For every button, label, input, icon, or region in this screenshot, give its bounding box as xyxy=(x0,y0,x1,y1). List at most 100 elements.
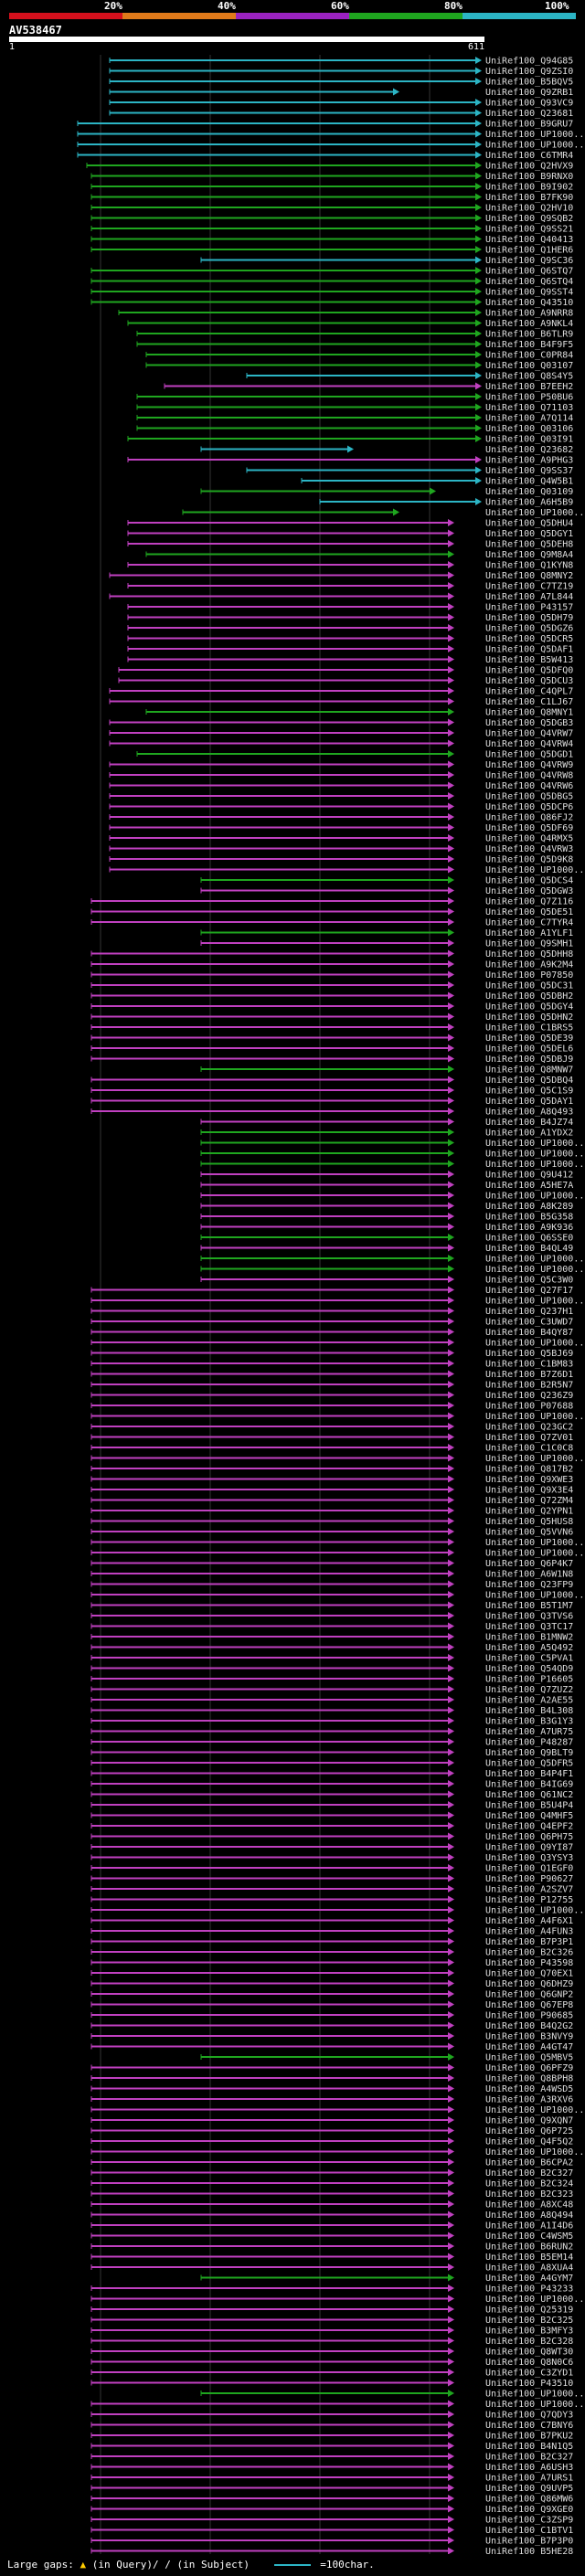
hit-accession-link[interactable]: UniRef100_Q9X3E4 xyxy=(485,1486,573,1496)
hit-accession-link[interactable]: UniRef100_Q9ZRB1 xyxy=(485,88,573,98)
hit-accession-link[interactable]: UniRef100_Q5DGY4 xyxy=(485,1002,573,1012)
hit-row[interactable]: UniRef100_Q9UVP5 xyxy=(90,2484,573,2494)
hit-row[interactable]: UniRef100_Q54QD9 xyxy=(90,1664,573,1674)
hit-accession-link[interactable]: UniRef100_Q5DFR5 xyxy=(485,1759,573,1769)
hit-accession-link[interactable]: UniRef100_A8XC48 xyxy=(485,2200,573,2210)
hit-accession-link[interactable]: UniRef100_Q4F5Q2 xyxy=(485,2137,573,2147)
hit-row[interactable]: UniRef100_Q6PFZ9 xyxy=(90,2063,573,2073)
hit-row[interactable]: UniRef100_B4QL49 xyxy=(200,1244,573,1254)
hit-row[interactable]: UniRef100_Q5DGY1 xyxy=(127,529,573,539)
hit-row[interactable]: UniRef100_Q5DE51 xyxy=(90,907,573,917)
hit-row[interactable]: UniRef100_Q94G85 xyxy=(109,57,573,67)
hit-accession-link[interactable]: UniRef100_Q6P4K7 xyxy=(485,1559,573,1569)
hit-row[interactable]: UniRef100_Q8N0C6 xyxy=(90,2358,573,2368)
hit-row[interactable]: UniRef100_C4WSM5 xyxy=(90,2231,573,2242)
hit-row[interactable]: UniRef100_A1YDX2 xyxy=(200,1129,573,1139)
hit-accession-link[interactable]: UniRef100_Q4VRW7 xyxy=(485,729,573,739)
hit-accession-link[interactable]: UniRef100_Q5DBQ4 xyxy=(485,1076,573,1086)
hit-accession-link[interactable]: UniRef100_B4QL49 xyxy=(485,1244,573,1254)
hit-row[interactable]: UniRef100_Q8MNY2 xyxy=(109,571,573,581)
hit-accession-link[interactable]: UniRef100_Q9SS37 xyxy=(485,466,573,476)
hit-row[interactable]: UniRef100_A9PHG3 xyxy=(127,456,573,466)
hit-accession-link[interactable]: UniRef100_Q4MHF5 xyxy=(485,1811,573,1821)
hit-row[interactable]: UniRef100_Q5DH79 xyxy=(127,613,573,623)
hit-row[interactable]: UniRef100_UP1000... xyxy=(90,2147,585,2157)
hit-accession-link[interactable]: UniRef100_UP1000... xyxy=(485,130,585,140)
hit-row[interactable]: UniRef100_Q40413 xyxy=(90,235,573,245)
hit-accession-link[interactable]: UniRef100_A2SZV7 xyxy=(485,1885,573,1895)
hit-accession-link[interactable]: UniRef100_B5T1M7 xyxy=(485,1601,573,1611)
hit-row[interactable]: UniRef100_UP1000... xyxy=(182,508,585,518)
hit-accession-link[interactable]: UniRef100_Q03107 xyxy=(485,361,573,371)
hit-row[interactable]: UniRef100_A7L844 xyxy=(109,592,573,602)
hit-accession-link[interactable]: UniRef100_Q1KYN8 xyxy=(485,561,573,571)
hit-accession-link[interactable]: UniRef100_Q93VC9 xyxy=(485,99,573,109)
hit-accession-link[interactable]: UniRef100_A9K936 xyxy=(485,1223,573,1233)
hit-row[interactable]: UniRef100_Q5DCU3 xyxy=(118,676,573,686)
hit-accession-link[interactable]: UniRef100_A4WSD5 xyxy=(485,2084,573,2094)
hit-row[interactable]: UniRef100_A1YLF1 xyxy=(200,928,573,938)
hit-accession-link[interactable]: UniRef100_B2C323 xyxy=(485,2189,573,2200)
hit-row[interactable]: UniRef100_UP1000... xyxy=(90,2295,585,2305)
hit-accession-link[interactable]: UniRef100_Q61NC2 xyxy=(485,1790,573,1800)
hit-row[interactable]: UniRef100_A9K2M4 xyxy=(90,960,573,970)
hit-row[interactable]: UniRef100_B7PKU2 xyxy=(90,2432,573,2442)
hit-row[interactable]: UniRef100_A4WSD5 xyxy=(90,2084,573,2094)
hit-accession-link[interactable]: UniRef100_UP1000... xyxy=(485,1339,585,1349)
hit-accession-link[interactable]: UniRef100_B5EM14 xyxy=(485,2253,573,2263)
hit-row[interactable]: UniRef100_C7TZ19 xyxy=(127,582,573,592)
hit-accession-link[interactable]: UniRef100_UP1000... xyxy=(485,1591,585,1601)
hit-row[interactable]: UniRef100_Q6P725 xyxy=(90,2126,573,2136)
hit-row[interactable]: UniRef100_Q5BJ69 xyxy=(90,1349,573,1359)
hit-accession-link[interactable]: UniRef100_Q03I91 xyxy=(485,435,573,445)
hit-accession-link[interactable]: UniRef100_A7URS1 xyxy=(485,2474,573,2484)
hit-row[interactable]: UniRef100_UP1000... xyxy=(109,865,585,875)
hit-accession-link[interactable]: UniRef100_Q4VRW9 xyxy=(485,760,573,770)
hit-row[interactable]: UniRef100_B4F9F5 xyxy=(136,340,573,350)
hit-accession-link[interactable]: UniRef100_Q5C3W0 xyxy=(485,1276,573,1286)
hit-accession-link[interactable]: UniRef100_Q23682 xyxy=(485,445,573,455)
hit-accession-link[interactable]: UniRef100_Q9XGE0 xyxy=(485,2505,573,2515)
hit-accession-link[interactable]: UniRef100_Q5D9K8 xyxy=(485,855,573,865)
hit-row[interactable]: UniRef100_P43510 xyxy=(90,2379,573,2389)
hit-row[interactable]: UniRef100_B5U4P4 xyxy=(90,1801,573,1811)
hit-row[interactable]: UniRef100_Q9X3E4 xyxy=(90,1486,573,1496)
hit-accession-link[interactable]: UniRef100_B9GRU7 xyxy=(485,120,573,130)
hit-accession-link[interactable]: UniRef100_A7L844 xyxy=(485,592,573,602)
hit-row[interactable]: UniRef100_Q9YI87 xyxy=(90,1843,573,1853)
hit-accession-link[interactable]: UniRef100_UP1000... xyxy=(485,1538,585,1548)
hit-row[interactable]: UniRef100_Q9XQN7 xyxy=(90,2116,573,2126)
hit-accession-link[interactable]: UniRef100_UP1000... xyxy=(485,1139,585,1149)
hit-accession-link[interactable]: UniRef100_Q3YSY3 xyxy=(485,1853,573,1863)
hit-row[interactable]: UniRef100_Q4MHF5 xyxy=(90,1811,573,1821)
hit-row[interactable]: UniRef100_A7Q114 xyxy=(136,414,573,424)
hit-accession-link[interactable]: UniRef100_B2C327 xyxy=(485,2168,573,2178)
hit-row[interactable]: UniRef100_Q7ZUZ2 xyxy=(90,1685,573,1695)
hit-row[interactable]: UniRef100_A7URS1 xyxy=(90,2474,573,2484)
hit-row[interactable]: UniRef100_UP1000... xyxy=(90,2400,585,2410)
hit-accession-link[interactable]: UniRef100_Q5DEL6 xyxy=(485,1044,573,1055)
hit-row[interactable]: UniRef100_B9I902 xyxy=(90,183,573,193)
hit-accession-link[interactable]: UniRef100_C1BTV1 xyxy=(485,2526,573,2536)
hit-accession-link[interactable]: UniRef100_UP1000... xyxy=(485,1412,585,1422)
hit-row[interactable]: UniRef100_Q5DAF1 xyxy=(127,645,573,655)
hit-accession-link[interactable]: UniRef100_B2C328 xyxy=(485,2337,573,2347)
hit-accession-link[interactable]: UniRef100_B5U4P4 xyxy=(485,1801,573,1811)
hit-row[interactable]: UniRef100_UP1000... xyxy=(90,1339,585,1349)
hit-row[interactable]: UniRef100_Q6P4K7 xyxy=(90,1559,573,1569)
hit-accession-link[interactable]: UniRef100_A2AE55 xyxy=(485,1696,573,1706)
hit-accession-link[interactable]: UniRef100_Q03109 xyxy=(485,487,573,497)
hit-accession-link[interactable]: UniRef100_B4P4F1 xyxy=(485,1769,573,1779)
hit-accession-link[interactable]: UniRef100_Q4VRW4 xyxy=(485,739,573,749)
hit-accession-link[interactable]: UniRef100_P12755 xyxy=(485,1895,573,1905)
hit-accession-link[interactable]: UniRef100_C7TYR4 xyxy=(485,918,573,928)
hit-accession-link[interactable]: UniRef100_A4FUN3 xyxy=(485,1927,573,1937)
hit-row[interactable]: UniRef100_Q5DGZ6 xyxy=(127,624,573,634)
hit-accession-link[interactable]: UniRef100_C1LJ67 xyxy=(485,697,573,707)
hit-accession-link[interactable]: UniRef100_C7TZ19 xyxy=(485,582,573,592)
hit-row[interactable]: UniRef100_Q23682 xyxy=(200,445,573,455)
hit-row[interactable]: UniRef100_B4QY87 xyxy=(90,1328,573,1338)
hit-row[interactable]: UniRef100_UP1000... xyxy=(200,1192,585,1202)
hit-row[interactable]: UniRef100_Q9SQB2 xyxy=(90,214,573,224)
hit-row[interactable]: UniRef100_P90627 xyxy=(90,1874,573,1884)
